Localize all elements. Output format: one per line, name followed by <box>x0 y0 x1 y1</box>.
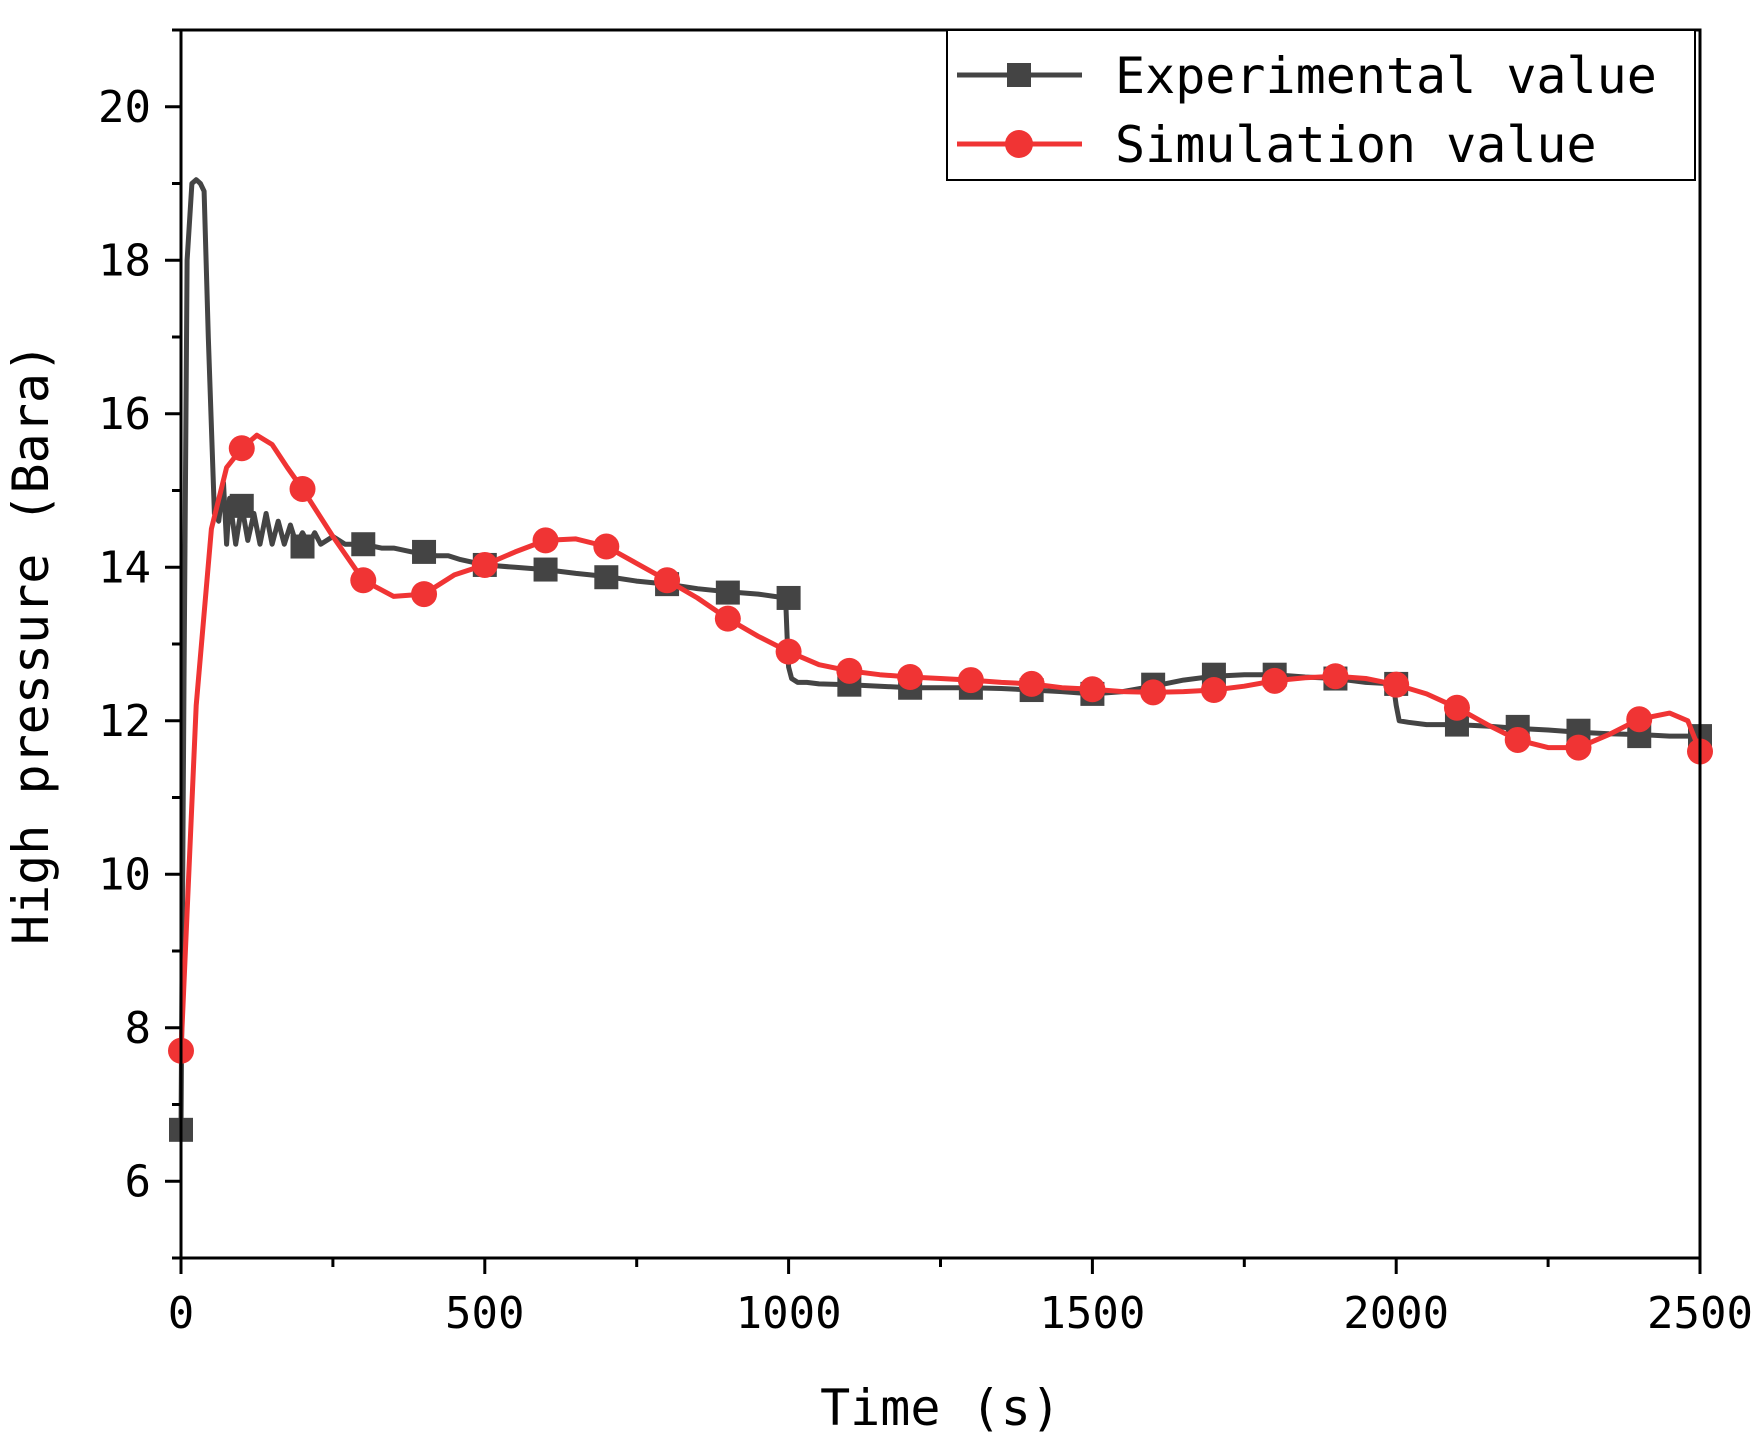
legend-marker-experimental <box>1007 63 1031 87</box>
experimental-marker <box>776 585 801 610</box>
simulation-marker <box>471 551 498 578</box>
simulation-marker <box>350 567 377 594</box>
plot-frame <box>179 28 1702 1260</box>
simulation-marker <box>897 664 924 691</box>
simulation-marker <box>1261 667 1288 694</box>
legend-box <box>946 29 1696 181</box>
x-axis-title: Time (s) <box>820 1379 1061 1437</box>
simulation-marker <box>1018 670 1045 697</box>
simulation-marker <box>1322 663 1349 690</box>
simulation-marker <box>228 435 255 462</box>
y-tick-label: 14 <box>98 542 151 593</box>
x-tick-label: 2500 <box>1647 1288 1753 1339</box>
y-tick-label: 16 <box>98 389 151 440</box>
y-axis-title: High pressure (Bara) <box>2 343 60 945</box>
simulation-marker <box>1626 706 1653 733</box>
simulation-marker <box>1565 734 1592 761</box>
legend-marker-simulation <box>1005 130 1033 158</box>
y-tick-label: 12 <box>98 696 151 747</box>
simulation-marker <box>836 657 863 684</box>
simulation-marker <box>1079 676 1106 703</box>
simulation-marker <box>1383 671 1410 698</box>
series-line-simulation <box>178 432 1703 1054</box>
experimental-marker <box>715 580 740 605</box>
experimental-marker <box>412 539 437 564</box>
y-tick-label: 8 <box>125 1003 152 1054</box>
experimental-marker <box>351 532 376 557</box>
simulation-marker <box>775 638 802 665</box>
series-layer <box>168 177 1713 1142</box>
simulation-marker <box>289 475 316 502</box>
simulation-marker <box>654 567 681 594</box>
y-tick-label: 6 <box>125 1156 152 1207</box>
legend-label-simulation: Simulation value <box>1115 116 1597 174</box>
simulation-marker <box>532 527 559 554</box>
y-tick-label: 20 <box>98 82 151 133</box>
series-line-experimental <box>178 177 1703 1133</box>
experimental-marker <box>594 565 619 590</box>
x-tick-label: 0 <box>168 1288 195 1339</box>
experimental-marker <box>229 493 254 518</box>
x-tick-label: 2000 <box>1343 1288 1449 1339</box>
legend-label-experimental: Experimental value <box>1115 47 1657 105</box>
experimental-marker <box>290 534 315 559</box>
simulation-marker <box>593 533 620 560</box>
axes-layer: 0 500 1000 1500 2000 2500 6 8 10 12 14 16 18 20 Time (… <box>2 28 1753 1437</box>
x-tick-label: 1000 <box>736 1288 842 1339</box>
y-tick-label: 10 <box>98 849 151 900</box>
simulation-marker <box>1200 677 1227 704</box>
x-tick-label: 500 <box>445 1288 524 1339</box>
simulation-marker <box>714 605 741 632</box>
simulation-marker <box>957 667 984 694</box>
experimental-marker <box>533 557 558 582</box>
y-tick-label: 18 <box>98 235 151 286</box>
simulation-marker <box>1504 726 1531 753</box>
simulation-marker <box>1140 679 1167 706</box>
x-tick-label: 1500 <box>1039 1288 1145 1339</box>
simulation-marker <box>411 581 438 608</box>
simulation-marker <box>1443 694 1470 721</box>
legend: Experimental value Simulation value <box>946 29 1696 181</box>
